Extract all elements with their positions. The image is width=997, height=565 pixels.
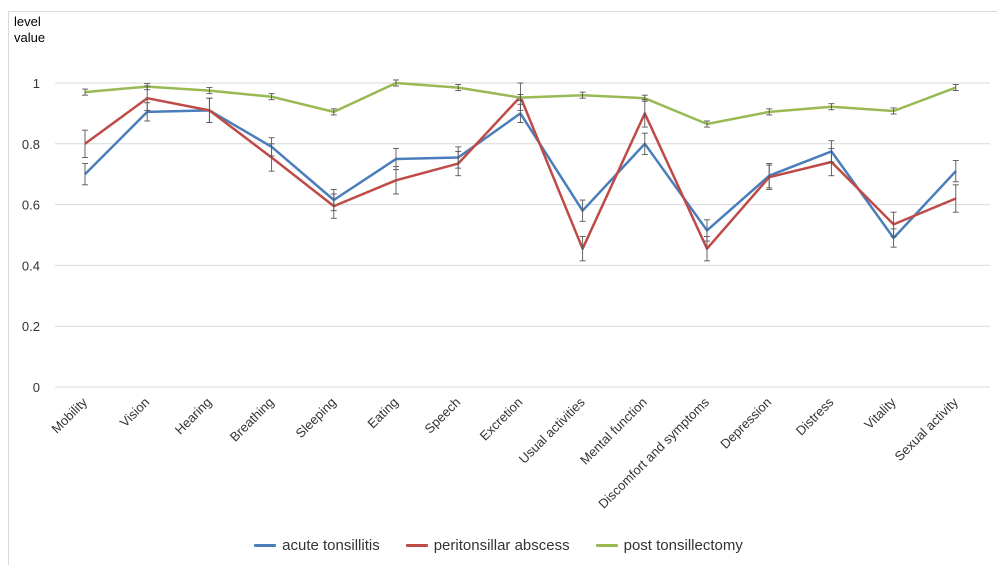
x-tick-label-speech: Speech xyxy=(422,395,464,437)
error-bar-post-tonsillectomy xyxy=(330,108,337,116)
x-tick-label-mobility: Mobility xyxy=(48,394,90,436)
y-tick-labels: 0 0.2 0.4 0.6 0.8 1 xyxy=(22,76,40,395)
error-bar-post-tonsillectomy xyxy=(455,84,462,92)
legend: acute tonsillitis peritonsillar abscess … xyxy=(0,537,997,554)
x-tick-labels: Mobility Vision Hearing Breathing Sleeping Ea… xyxy=(48,394,961,511)
x-tick-label-breathing: Breathing xyxy=(227,395,277,445)
error-bar-post-tonsillectomy xyxy=(579,91,586,99)
x-tick-label-excretion: Excretion xyxy=(477,395,526,444)
error-bar-peritonsillar-abscess xyxy=(206,97,213,123)
error-bar-acute-tonsillitis xyxy=(579,199,586,222)
x-tick-label-sexual-activity: Sexual activity xyxy=(892,394,962,464)
error-bar-acute-tonsillitis xyxy=(952,160,959,183)
series-line-acute-tonsillitis xyxy=(84,109,957,240)
y-tick-label: 0.6 xyxy=(22,198,40,213)
error-bar-post-tonsillectomy xyxy=(766,108,773,116)
error-bar-peritonsillar-abscess xyxy=(455,150,462,177)
error-bar-acute-tonsillitis xyxy=(82,163,88,186)
error-bar-post-tonsillectomy xyxy=(393,79,399,87)
error-bar-post-tonsillectomy xyxy=(206,87,213,95)
frame-top-border xyxy=(8,11,997,12)
error-bar-post-tonsillectomy xyxy=(144,83,151,91)
x-tick-label-vitality: Vitality xyxy=(861,394,899,432)
error-bar-peritonsillar-abscess xyxy=(890,211,897,237)
y-tick-label: 0.2 xyxy=(22,319,40,334)
error-bar-peritonsillar-abscess xyxy=(268,143,275,172)
error-bar-post-tonsillectomy xyxy=(82,88,88,96)
error-bar-peritonsillar-abscess xyxy=(393,166,399,195)
error-bar-post-tonsillectomy xyxy=(268,93,275,101)
x-tick-label-hearing: Hearing xyxy=(172,395,215,438)
error-bar-post-tonsillectomy xyxy=(704,120,710,128)
y-axis-label-line-2: value xyxy=(14,30,46,45)
x-tick-label-vision: Vision xyxy=(117,395,152,430)
gridlines xyxy=(55,82,990,388)
y-tick-label: 0.4 xyxy=(22,258,40,273)
y-tick-label: 1 xyxy=(33,76,40,91)
frame-left-border xyxy=(8,11,9,565)
error-bar-peritonsillar-abscess xyxy=(579,236,586,262)
x-tick-label-depression: Depression xyxy=(717,395,774,452)
error-bar-peritonsillar-abscess xyxy=(641,99,648,128)
error-bar-peritonsillar-abscess xyxy=(828,147,835,177)
error-bar-post-tonsillectomy xyxy=(890,107,897,115)
x-tick-label-distress: Distress xyxy=(793,394,837,438)
legend-swatch-post-tonsillectomy xyxy=(595,544,618,547)
legend-swatch-acute-tonsillitis xyxy=(254,544,277,547)
x-tick-label-discomfort-and-symptoms: Discomfort and symptoms xyxy=(595,394,712,511)
legend-item-post-tonsillectomy[interactable]: post tonsillectomy xyxy=(595,537,743,554)
error-bars xyxy=(82,79,959,262)
error-bar-peritonsillar-abscess xyxy=(82,129,88,158)
error-bar-peritonsillar-abscess xyxy=(952,184,959,213)
error-bar-peritonsillar-abscess xyxy=(766,164,773,190)
x-tick-label-eating: Eating xyxy=(364,395,401,432)
legend-label-peritonsillar-abscess: peritonsillar abscess xyxy=(433,537,570,554)
y-tick-label: 0.8 xyxy=(22,137,40,152)
error-bar-post-tonsillectomy xyxy=(952,84,959,92)
error-bar-peritonsillar-abscess xyxy=(704,236,710,262)
legend-swatch-peritonsillar-abscess xyxy=(405,544,428,547)
legend-item-peritonsillar-abscess[interactable]: peritonsillar abscess xyxy=(405,537,570,554)
y-axis-label-line-1: level xyxy=(14,14,41,29)
error-bar-post-tonsillectomy xyxy=(517,94,524,102)
legend-label-post-tonsillectomy: post tonsillectomy xyxy=(623,537,743,554)
error-bar-post-tonsillectomy xyxy=(641,94,648,102)
error-bar-post-tonsillectomy xyxy=(828,103,835,111)
legend-label-acute-tonsillitis: acute tonsillitis xyxy=(282,537,380,554)
error-bar-acute-tonsillitis xyxy=(641,132,648,155)
x-tick-label-sleeping: Sleeping xyxy=(293,395,339,441)
legend-item-acute-tonsillitis[interactable]: acute tonsillitis xyxy=(254,537,380,554)
y-tick-label: 0 xyxy=(33,380,40,395)
error-bar-peritonsillar-abscess xyxy=(330,193,337,219)
